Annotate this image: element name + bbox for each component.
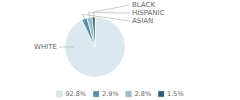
slice-label: HISPANIC xyxy=(132,9,165,17)
slice-label: ASIAN xyxy=(132,17,153,25)
legend-swatch xyxy=(158,91,164,97)
leader-line xyxy=(93,5,130,17)
leader-line xyxy=(89,13,130,18)
legend-label: 1.5% xyxy=(167,90,184,98)
legend-swatch xyxy=(56,91,62,97)
legend-label: 2.8% xyxy=(135,90,152,98)
legend-label: 92.8% xyxy=(65,90,86,98)
slice-label: WHITE xyxy=(34,43,57,51)
legend: 92.8% 2.9% 2.8% 1.5% xyxy=(56,90,183,98)
legend-swatch xyxy=(93,91,99,97)
slice xyxy=(92,17,95,47)
leader-line xyxy=(83,14,130,21)
slice-labels: WHITE ASIANHISPANICBLACK xyxy=(34,1,165,51)
legend-swatch xyxy=(126,91,132,97)
chart: WHITE ASIANHISPANICBLACK 92.8% 2.9% 2.8% 1.5% xyxy=(0,0,240,100)
legend-label: 2.9% xyxy=(102,90,119,98)
slice-label: BLACK xyxy=(132,1,155,9)
leader-line xyxy=(59,47,74,48)
pie xyxy=(65,17,125,77)
slice xyxy=(87,17,95,47)
slice xyxy=(65,17,125,77)
